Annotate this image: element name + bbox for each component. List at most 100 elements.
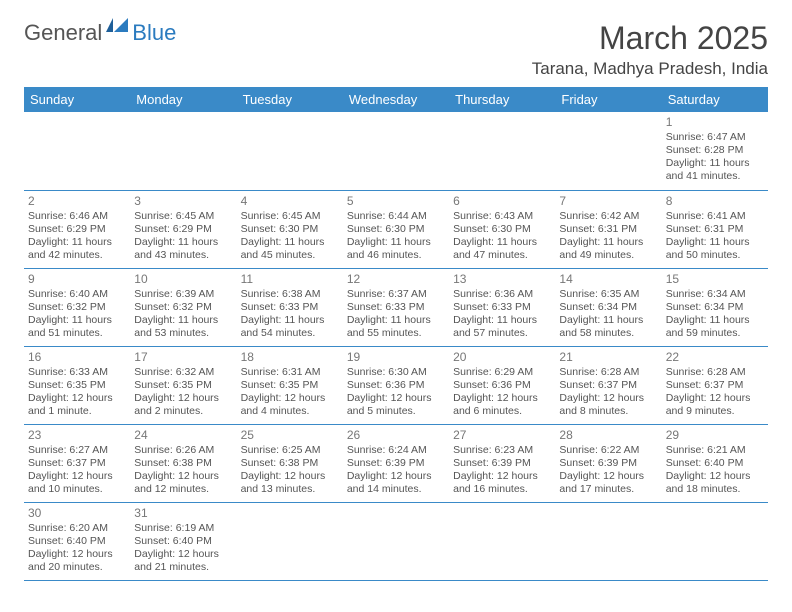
sunrise-text: Sunrise: 6:30 AM [347,366,445,379]
daylight-text: Daylight: 12 hours and 17 minutes. [559,470,657,496]
day-number: 12 [347,272,445,287]
sunrise-text: Sunrise: 6:24 AM [347,444,445,457]
day-number: 8 [666,194,764,209]
day-number: 13 [453,272,551,287]
day-number: 7 [559,194,657,209]
sunset-text: Sunset: 6:39 PM [453,457,551,470]
day-number: 24 [134,428,232,443]
day-number: 9 [28,272,126,287]
daylight-text: Daylight: 12 hours and 4 minutes. [241,392,339,418]
calendar-day-empty [237,502,343,580]
sunset-text: Sunset: 6:37 PM [666,379,764,392]
sunset-text: Sunset: 6:38 PM [241,457,339,470]
sunrise-text: Sunrise: 6:20 AM [28,522,126,535]
sunset-text: Sunset: 6:28 PM [666,144,764,157]
daylight-text: Daylight: 11 hours and 59 minutes. [666,314,764,340]
daylight-text: Daylight: 12 hours and 20 minutes. [28,548,126,574]
calendar-day: 23Sunrise: 6:27 AMSunset: 6:37 PMDayligh… [24,424,130,502]
day-number: 18 [241,350,339,365]
day-number: 6 [453,194,551,209]
daylight-text: Daylight: 12 hours and 21 minutes. [134,548,232,574]
day-number: 17 [134,350,232,365]
sunset-text: Sunset: 6:39 PM [347,457,445,470]
sunrise-text: Sunrise: 6:36 AM [453,288,551,301]
sunrise-text: Sunrise: 6:45 AM [241,210,339,223]
sunrise-text: Sunrise: 6:33 AM [28,366,126,379]
day-number: 20 [453,350,551,365]
weekday-header: Friday [555,87,661,112]
sunset-text: Sunset: 6:36 PM [453,379,551,392]
day-number: 27 [453,428,551,443]
daylight-text: Daylight: 12 hours and 13 minutes. [241,470,339,496]
calendar-day: 17Sunrise: 6:32 AMSunset: 6:35 PMDayligh… [130,346,236,424]
daylight-text: Daylight: 12 hours and 6 minutes. [453,392,551,418]
sunset-text: Sunset: 6:37 PM [559,379,657,392]
calendar-day: 31Sunrise: 6:19 AMSunset: 6:40 PMDayligh… [130,502,236,580]
daylight-text: Daylight: 12 hours and 10 minutes. [28,470,126,496]
daylight-text: Daylight: 12 hours and 9 minutes. [666,392,764,418]
day-number: 10 [134,272,232,287]
sunrise-text: Sunrise: 6:28 AM [559,366,657,379]
sunrise-text: Sunrise: 6:40 AM [28,288,126,301]
calendar-day: 7Sunrise: 6:42 AMSunset: 6:31 PMDaylight… [555,190,661,268]
daylight-text: Daylight: 11 hours and 49 minutes. [559,236,657,262]
calendar-day: 22Sunrise: 6:28 AMSunset: 6:37 PMDayligh… [662,346,768,424]
logo-blue: Blue [132,20,176,46]
logo-general: General [24,20,102,46]
calendar-week: 23Sunrise: 6:27 AMSunset: 6:37 PMDayligh… [24,424,768,502]
calendar-day-empty [555,112,661,190]
sunset-text: Sunset: 6:35 PM [241,379,339,392]
daylight-text: Daylight: 12 hours and 12 minutes. [134,470,232,496]
day-number: 5 [347,194,445,209]
calendar-day: 13Sunrise: 6:36 AMSunset: 6:33 PMDayligh… [449,268,555,346]
daylight-text: Daylight: 12 hours and 1 minute. [28,392,126,418]
sunrise-text: Sunrise: 6:46 AM [28,210,126,223]
day-number: 22 [666,350,764,365]
daylight-text: Daylight: 11 hours and 41 minutes. [666,157,764,183]
sunrise-text: Sunrise: 6:42 AM [559,210,657,223]
sunrise-text: Sunrise: 6:35 AM [559,288,657,301]
calendar-week: 9Sunrise: 6:40 AMSunset: 6:32 PM Daylight… [24,268,768,346]
header: General Blue March 2025 Tarana, Madhya P… [24,20,768,79]
sunrise-text: Sunrise: 6:21 AM [666,444,764,457]
calendar-body: 1Sunrise: 6:47 AMSunset: 6:28 PMDaylight… [24,112,768,580]
daylight-text: Daylight: 11 hours and 58 minutes. [559,314,657,340]
calendar-day: 16Sunrise: 6:33 AMSunset: 6:35 PMDayligh… [24,346,130,424]
sunset-text: Sunset: 6:29 PM [134,223,232,236]
daylight-text: Daylight: 11 hours and 53 minutes. [134,314,232,340]
calendar-day-empty [343,502,449,580]
sunrise-text: Sunrise: 6:39 AM [134,288,232,301]
calendar-day-empty [555,502,661,580]
calendar-day: 28Sunrise: 6:22 AMSunset: 6:39 PMDayligh… [555,424,661,502]
sunrise-text: Sunrise: 6:43 AM [453,210,551,223]
day-number: 16 [28,350,126,365]
calendar-day: 14Sunrise: 6:35 AMSunset: 6:34 PMDayligh… [555,268,661,346]
calendar-week: 30Sunrise: 6:20 AMSunset: 6:40 PMDayligh… [24,502,768,580]
sunset-text: Sunset: 6:32 PM [28,301,126,314]
weekday-header: Monday [130,87,236,112]
calendar-day: 24Sunrise: 6:26 AMSunset: 6:38 PMDayligh… [130,424,236,502]
calendar-day: 8Sunrise: 6:41 AMSunset: 6:31 PMDaylight… [662,190,768,268]
day-number: 4 [241,194,339,209]
daylight-text: Daylight: 11 hours and 55 minutes. [347,314,445,340]
calendar-day: 18Sunrise: 6:31 AMSunset: 6:35 PMDayligh… [237,346,343,424]
month-title: March 2025 [532,20,768,57]
day-number: 31 [134,506,232,521]
sunrise-text: Sunrise: 6:29 AM [453,366,551,379]
daylight-text: Daylight: 11 hours and 42 minutes. [28,236,126,262]
day-number: 3 [134,194,232,209]
weekday-header: Tuesday [237,87,343,112]
calendar-week: 16Sunrise: 6:33 AMSunset: 6:35 PMDayligh… [24,346,768,424]
calendar-week: 1Sunrise: 6:47 AMSunset: 6:28 PMDaylight… [24,112,768,190]
sunrise-text: Sunrise: 6:41 AM [666,210,764,223]
daylight-text: Daylight: 12 hours and 18 minutes. [666,470,764,496]
sunset-text: Sunset: 6:30 PM [453,223,551,236]
daylight-text: Daylight: 11 hours and 46 minutes. [347,236,445,262]
daylight-text: Daylight: 11 hours and 45 minutes. [241,236,339,262]
calendar-day: 20Sunrise: 6:29 AMSunset: 6:36 PMDayligh… [449,346,555,424]
sunrise-text: Sunrise: 6:19 AM [134,522,232,535]
daylight-text: Daylight: 11 hours and 47 minutes. [453,236,551,262]
day-number: 29 [666,428,764,443]
calendar-day: 25Sunrise: 6:25 AMSunset: 6:38 PMDayligh… [237,424,343,502]
daylight-text: Daylight: 11 hours and 54 minutes. [241,314,339,340]
